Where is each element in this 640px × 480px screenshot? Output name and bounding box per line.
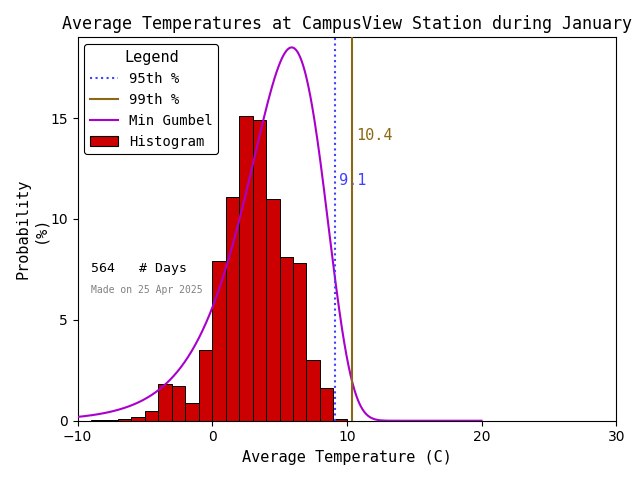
Text: 10.4: 10.4	[356, 128, 393, 143]
Bar	[333, 419, 347, 421]
Bar	[307, 360, 320, 421]
Bar	[104, 420, 118, 421]
Bar	[91, 420, 104, 421]
Bar	[199, 350, 212, 421]
Bar	[158, 384, 172, 421]
Bar	[293, 264, 307, 421]
Bar	[280, 257, 293, 421]
Bar	[239, 116, 253, 421]
Bar	[145, 410, 158, 421]
Title: Average Temperatures at CampusView Station during January: Average Temperatures at CampusView Stati…	[62, 15, 632, 33]
Bar	[266, 199, 280, 421]
Bar	[131, 417, 145, 421]
Text: Made on 25 Apr 2025: Made on 25 Apr 2025	[91, 285, 203, 295]
Bar	[226, 197, 239, 421]
Bar	[320, 388, 333, 421]
Y-axis label: Probability
(%): Probability (%)	[15, 179, 47, 279]
Bar	[172, 386, 185, 421]
X-axis label: Average Temperature (C): Average Temperature (C)	[242, 450, 452, 465]
Bar	[253, 120, 266, 421]
Bar	[118, 419, 131, 421]
Bar	[185, 403, 199, 421]
Text: 564   # Days: 564 # Days	[91, 262, 187, 275]
Text: 9.1: 9.1	[339, 172, 366, 188]
Bar	[212, 261, 226, 421]
Legend: 95th %, 99th %, Min Gumbel, Histogram: 95th %, 99th %, Min Gumbel, Histogram	[84, 44, 218, 154]
